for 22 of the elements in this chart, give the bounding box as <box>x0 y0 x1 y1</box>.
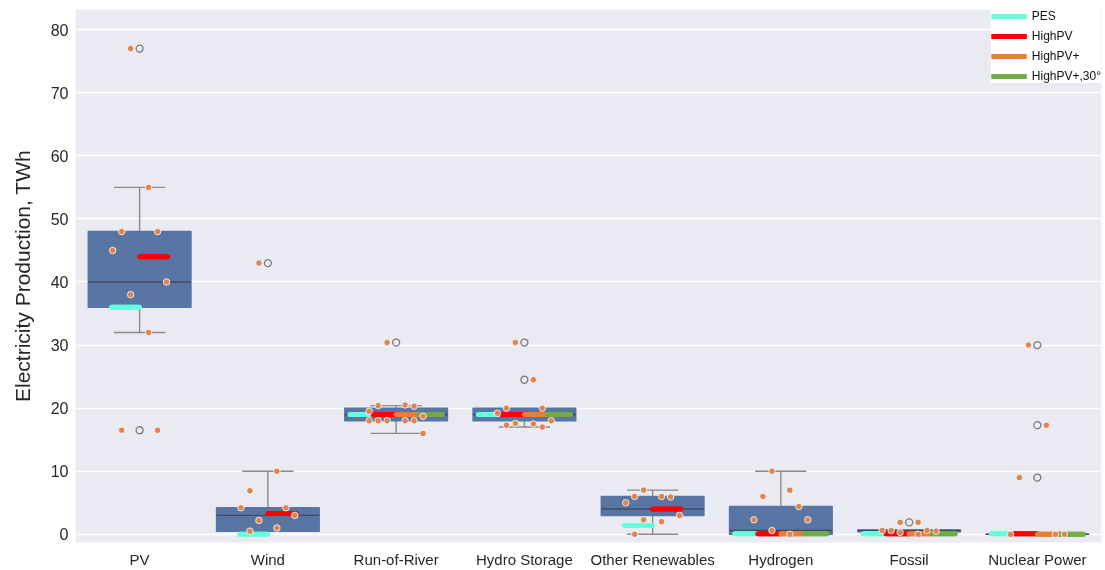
y-tick-label: 80 <box>50 21 69 39</box>
legend-label: PES <box>1031 9 1056 23</box>
x-tick-label: PV <box>129 550 150 568</box>
y-tick-label: 70 <box>50 84 69 102</box>
x-tick-label: Run-of-River <box>353 550 439 568</box>
y-tick-label: 40 <box>50 273 69 291</box>
y-axis-title: Electricity Production, TWh <box>10 150 34 403</box>
legend-label: HighPV+,30° <box>1031 69 1101 83</box>
x-tick-label: Fossil <box>889 550 929 568</box>
y-tick-label: 50 <box>50 210 69 228</box>
y-tick-label: 20 <box>50 400 69 418</box>
x-tick-label: Hydro Storage <box>476 550 573 568</box>
y-tick-label: 30 <box>50 337 69 355</box>
y-tick-label: 0 <box>59 526 69 544</box>
y-tick-label: 60 <box>50 147 69 165</box>
x-tick-label: Wind <box>250 550 285 568</box>
y-tick-label: 10 <box>50 463 69 481</box>
x-tick-label: Other Renewables <box>590 550 715 568</box>
legend-label: HighPV <box>1031 29 1073 43</box>
legend-label: HighPV+ <box>1031 49 1080 63</box>
x-tick-label: Hydrogen <box>748 550 814 568</box>
x-tick-label: Nuclear Power <box>988 550 1087 568</box>
